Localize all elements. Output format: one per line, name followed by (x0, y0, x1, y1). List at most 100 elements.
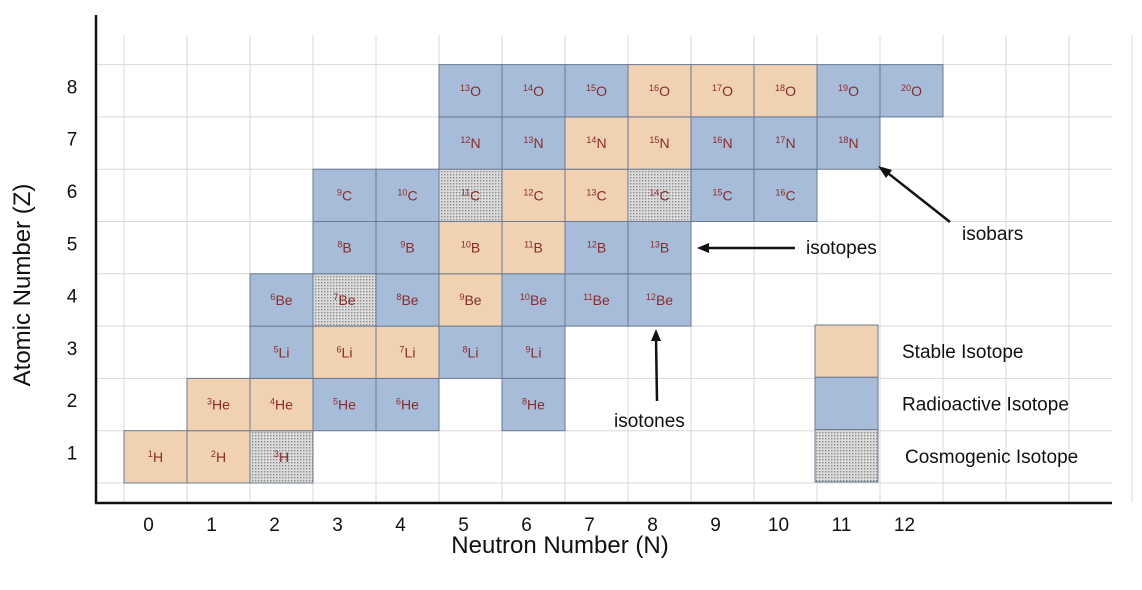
x-tick-label: 3 (332, 515, 343, 536)
cell-radioactive-fill (501, 325, 566, 379)
mass-number: 14 (649, 187, 659, 197)
isotope-label: 6Be (270, 292, 292, 308)
isotope-label: 12B (587, 240, 606, 256)
isotopes-label: isotopes (806, 238, 877, 259)
isotope-label: 15N (649, 135, 669, 151)
isotope-cell: 11Be (564, 273, 629, 327)
cell-radioactive-fill (501, 64, 566, 118)
isotope-cell: 16O (627, 64, 692, 118)
isotope-label: 15C (712, 187, 732, 203)
element-symbol: H (216, 449, 226, 465)
isotones-label: isotones (614, 411, 685, 432)
cell-radioactive-fill (438, 116, 503, 170)
cell-radioactive-fill (816, 64, 881, 118)
isotope-label: 8Li (463, 344, 479, 360)
element-symbol: O (533, 83, 544, 99)
isotope-cell: 8Li (438, 325, 503, 379)
isotope-label: 9Be (459, 292, 481, 308)
annotations: isobars isotopes isotones (614, 166, 1023, 432)
mass-number: 12 (523, 187, 533, 197)
isotope-label: 3H (274, 449, 289, 465)
element-symbol: C (470, 187, 480, 203)
mass-number: 11 (583, 292, 592, 302)
mass-number: 10 (461, 240, 471, 250)
legend-label: Stable Isotope (902, 342, 1023, 363)
isotope-label: 17N (775, 135, 795, 151)
isotope-cell: 12N (438, 116, 503, 170)
isotope-cell: 2H (186, 430, 251, 484)
cell-cosmogenic-fill (312, 273, 377, 327)
mass-number: 15 (586, 83, 596, 93)
mass-number: 16 (712, 135, 722, 145)
isotope-cell: 15C (690, 168, 755, 222)
element-symbol: B (534, 240, 543, 256)
axes (94, 15, 1112, 505)
mass-number: 7 (333, 292, 338, 302)
element-symbol: Li (405, 344, 416, 360)
mass-number: 6 (337, 344, 342, 354)
element-symbol: O (722, 83, 733, 99)
cell-radioactive-fill (564, 273, 629, 327)
mass-number: 18 (775, 83, 785, 93)
mass-number: 12 (646, 292, 656, 302)
y-tick-label: 5 (67, 234, 78, 255)
cell-radioactive-fill (312, 377, 377, 432)
element-symbol: C (533, 187, 543, 203)
element-symbol: N (659, 135, 669, 151)
mass-number: 13 (523, 135, 533, 145)
element-symbol: O (911, 83, 922, 99)
legend-item-cosmogenic: Cosmogenic Isotope (814, 429, 1078, 483)
isotope-cell: 5He (312, 377, 377, 432)
element-symbol: N (470, 135, 480, 151)
isotope-label: 13N (523, 135, 543, 151)
y-tick-label: 3 (67, 339, 78, 360)
element-symbol: C (785, 187, 795, 203)
isotope-cell: 4He (249, 377, 314, 432)
element-symbol: Be (338, 292, 355, 308)
cell-radioactive-fill (438, 325, 503, 379)
y-tick-label: 2 (67, 391, 78, 412)
element-symbol: Be (464, 292, 481, 308)
isotope-label: 13B (650, 240, 669, 256)
x-tick-label: 4 (395, 515, 406, 536)
isotope-label: 8He (522, 397, 545, 413)
y-tick-label: 1 (67, 443, 78, 464)
mass-number: 7 (400, 344, 405, 354)
isotope-label: 7Li (400, 344, 416, 360)
isotope-cell: 18N (816, 116, 881, 170)
isotope-label: 11B (524, 240, 543, 256)
element-symbol: C (722, 187, 732, 203)
cell-radioactive-fill (375, 377, 440, 432)
legend-swatch-radioactive (814, 376, 879, 431)
isotope-cell: 14O (501, 64, 566, 118)
x-tick-labels: 0 1 2 3 4 5 6 7 8 9 10 11 12 (143, 515, 915, 536)
isotope-cell: 16N (690, 116, 755, 170)
element-symbol: N (848, 135, 858, 151)
isotope-label: 14O (523, 83, 544, 99)
cell-radioactive-fill (879, 64, 944, 118)
x-tick-label: 1 (206, 515, 217, 536)
mass-number: 9 (400, 240, 405, 250)
legend-item-stable: Stable Isotope (814, 324, 1023, 378)
isotope-cell: 13C (564, 168, 629, 222)
element-symbol: B (405, 240, 414, 256)
mass-number: 4 (270, 397, 275, 407)
isotope-cell: 8Be (375, 273, 440, 327)
mass-number: 17 (712, 83, 722, 93)
isotope-label: 9C (337, 187, 352, 203)
mass-number: 8 (396, 292, 401, 302)
isotope-cell: 10C (375, 168, 440, 222)
isotope-cell: 18O (753, 64, 818, 118)
isotope-cell: 12C (501, 168, 566, 222)
isotope-label: 11C (461, 187, 480, 203)
cell-stable-fill (438, 273, 503, 327)
mass-number: 18 (838, 135, 848, 145)
y-tick-label: 7 (67, 130, 78, 151)
mass-number: 3 (274, 449, 279, 459)
isotope-cell: 9Be (438, 273, 503, 327)
mass-number: 9 (526, 344, 531, 354)
isotope-cell: 3He (186, 377, 251, 432)
isotope-label: 16C (775, 187, 795, 203)
isotope-label: 10C (397, 187, 417, 203)
